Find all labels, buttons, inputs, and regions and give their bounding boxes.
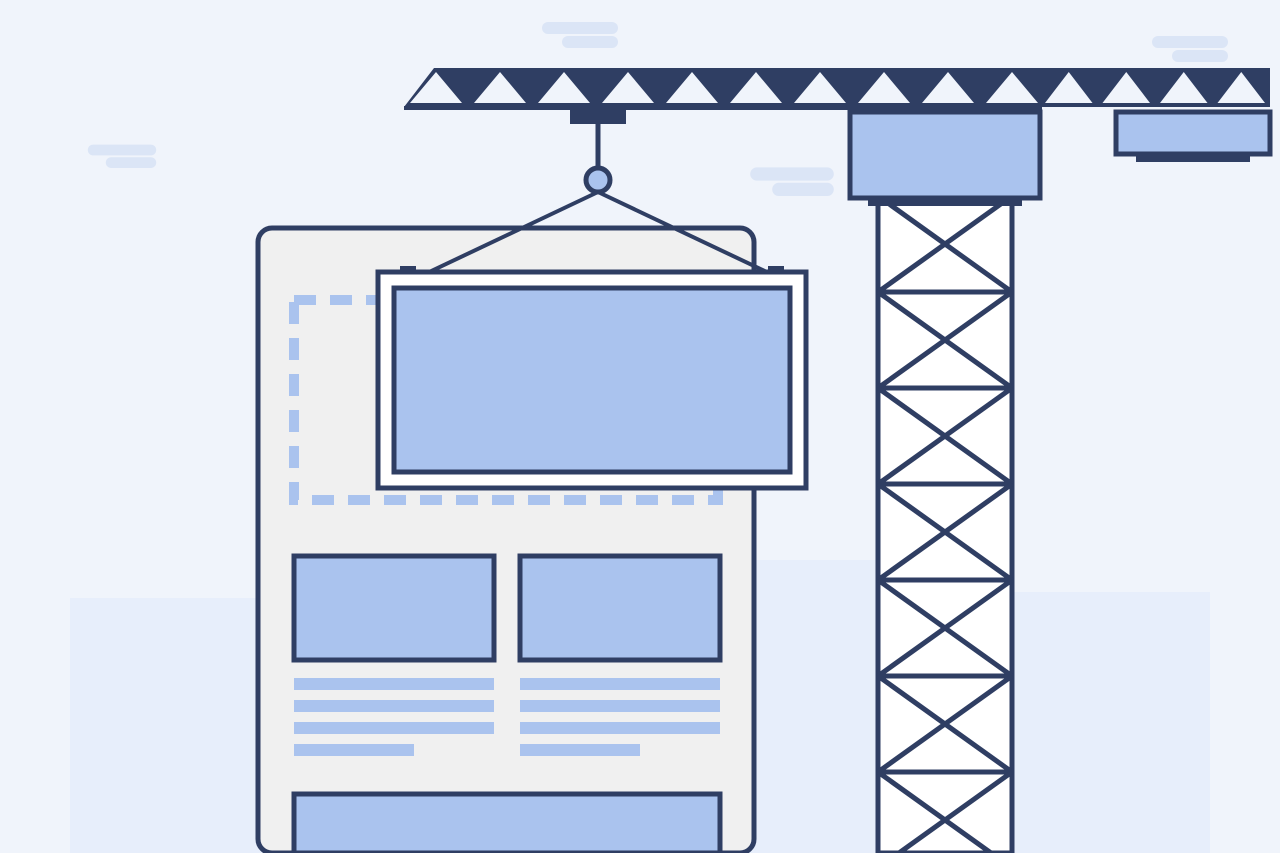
wireframe-card-1 — [520, 556, 720, 660]
crane-hook-ball — [586, 168, 610, 192]
text-line — [520, 678, 720, 690]
wireframe-wide-card — [294, 794, 720, 853]
crane-cabin — [850, 112, 1040, 198]
bg-building — [1010, 592, 1210, 853]
text-line — [294, 678, 494, 690]
text-line — [520, 700, 720, 712]
text-line — [294, 744, 414, 756]
text-line — [294, 700, 494, 712]
wireframe-card-0 — [294, 556, 494, 660]
crane-trolley — [570, 108, 626, 124]
text-line — [520, 722, 720, 734]
hero-panel-being-placed — [378, 266, 806, 488]
text-line — [520, 744, 640, 756]
text-line — [294, 722, 494, 734]
crane-tower — [878, 196, 1012, 853]
crane-building-website-illustration — [0, 0, 1280, 853]
crane-counterweight — [1116, 112, 1270, 154]
